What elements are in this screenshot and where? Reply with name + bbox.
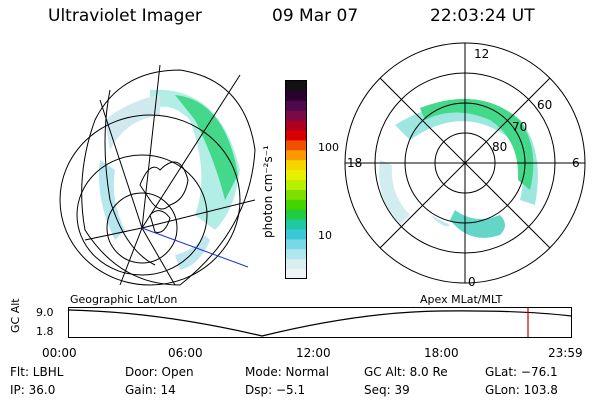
geo-grid	[59, 64, 256, 286]
colorbar-segment	[286, 110, 306, 122]
colorbar-segment	[286, 160, 306, 171]
info-mode: Mode: Normal	[245, 365, 329, 379]
colorbar-segment	[286, 189, 306, 201]
colorbar-segment	[286, 100, 306, 112]
colorbar-segment	[286, 140, 306, 151]
colorbar-segment	[286, 120, 306, 131]
alt-tick-9: 9.0	[36, 306, 54, 319]
geo-latlon-title: Geographic Lat/Lon	[70, 293, 178, 306]
colorbar-segment	[286, 150, 306, 161]
info-flt: Flt: LBHL	[10, 365, 64, 379]
colorbar-segment	[286, 81, 306, 92]
time-tick-1800: 18:00	[424, 346, 459, 360]
info-gain: Gain: 14	[125, 383, 176, 397]
colorbar	[285, 80, 307, 280]
colorbar-segment	[286, 249, 306, 260]
polar-aurora	[379, 98, 538, 238]
polar-label-6: 6	[572, 156, 580, 170]
time-tick-1200: 12:00	[296, 346, 331, 360]
info-seq: Seq: 39	[364, 383, 410, 397]
polar-lat-60: 60	[537, 98, 553, 112]
time-tick-2359: 23:59	[548, 346, 583, 360]
colorbar-segment	[286, 90, 306, 102]
colorbar-segment	[286, 180, 306, 191]
instrument-title: Ultraviolet Imager	[48, 6, 202, 26]
polar-label-0: 0	[468, 275, 476, 289]
colorbar-segment	[286, 269, 306, 280]
polar-label-18: 18	[347, 156, 363, 170]
time-tick-0000: 00:00	[42, 346, 77, 360]
info-ip: IP: 36.0	[10, 383, 56, 397]
polar-label-12: 12	[474, 47, 490, 61]
colorbar-tick-10: 10	[318, 229, 332, 242]
date-label: 09 Mar 07	[272, 6, 359, 26]
colorbar-tick-100: 100	[318, 141, 339, 154]
colorbar-segment	[286, 209, 306, 221]
polar-lat-80: 80	[492, 140, 508, 154]
terminator-line	[141, 227, 249, 268]
time-tick-0600: 06:00	[168, 346, 203, 360]
info-door: Door: Open	[125, 365, 194, 379]
info-glon: GLon: 103.8	[485, 383, 558, 397]
polar-lat-70: 70	[512, 120, 528, 134]
polar-grid	[344, 42, 586, 284]
colorbar-segment	[286, 130, 306, 141]
colorbar-segment	[286, 170, 306, 181]
info-gc-alt: GC Alt: 8.0 Re	[364, 365, 448, 379]
alt-tick-1.8: 1.8	[36, 325, 54, 338]
colorbar-segment	[286, 239, 306, 250]
colorbar-segment	[286, 259, 306, 270]
colorbar-segment	[286, 229, 306, 240]
info-dsp: Dsp: −5.1	[245, 383, 306, 397]
altitude-curve	[68, 309, 572, 337]
time-label: 22:03:24 UT	[430, 6, 535, 26]
colorbar-segment	[286, 219, 306, 230]
info-glat: GLat: −76.1	[485, 365, 558, 379]
apex-mlat-title: Apex MLat/MLT	[420, 293, 503, 306]
colorbar-segment	[286, 199, 306, 211]
